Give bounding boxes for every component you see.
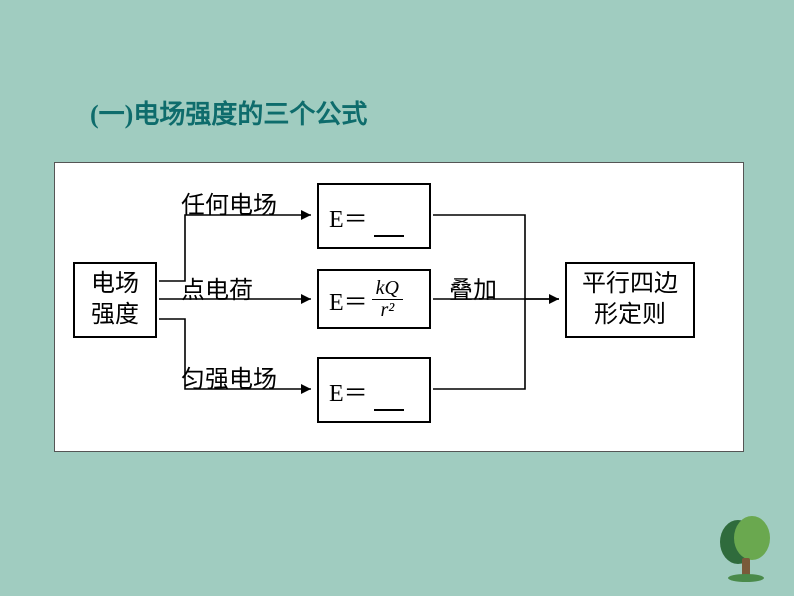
edge-label-superposition: 叠加: [449, 270, 497, 305]
diagram-container: 电场 强度 任何电场 点电荷 匀强电场 叠加 E＝ E＝ kQ r² E＝ 平行…: [54, 162, 744, 452]
source-box: 电场 强度: [73, 262, 157, 338]
result-line1: 平行四边: [582, 269, 678, 300]
source-line1: 电场: [91, 269, 139, 300]
formula-box-2: E＝ kQ r²: [317, 269, 431, 329]
formula-2-frac: kQ r²: [372, 278, 403, 321]
formula-1-blank: [374, 235, 404, 237]
edge-label-any-field: 任何电场: [181, 185, 277, 220]
edge-label-point-charge: 点电荷: [181, 270, 253, 305]
formula-2-lhs: E＝: [329, 282, 368, 317]
slide-title: (一)电场强度的三个公式: [90, 94, 367, 131]
result-line2: 形定则: [594, 300, 666, 331]
title-prefix: (一): [90, 100, 133, 129]
formula-box-3: E＝: [317, 357, 431, 423]
result-box: 平行四边 形定则: [565, 262, 695, 338]
title-text: 电场强度的三个公式: [133, 100, 367, 129]
edge-label-uniform-field: 匀强电场: [181, 359, 277, 394]
formula-3-lhs: E＝: [329, 373, 368, 408]
formula-box-1: E＝: [317, 183, 431, 249]
formula-2-num: kQ: [372, 278, 403, 300]
formula-2-den: r²: [376, 300, 398, 321]
formula-3-blank: [374, 409, 404, 411]
tree-icon: [716, 512, 776, 582]
formula-1-lhs: E＝: [329, 199, 368, 234]
source-line2: 强度: [91, 300, 139, 331]
slide: (一)电场强度的三个公式 电场 强度 任何电场 点电荷 匀强电场 叠加 E＝ E…: [0, 0, 794, 596]
